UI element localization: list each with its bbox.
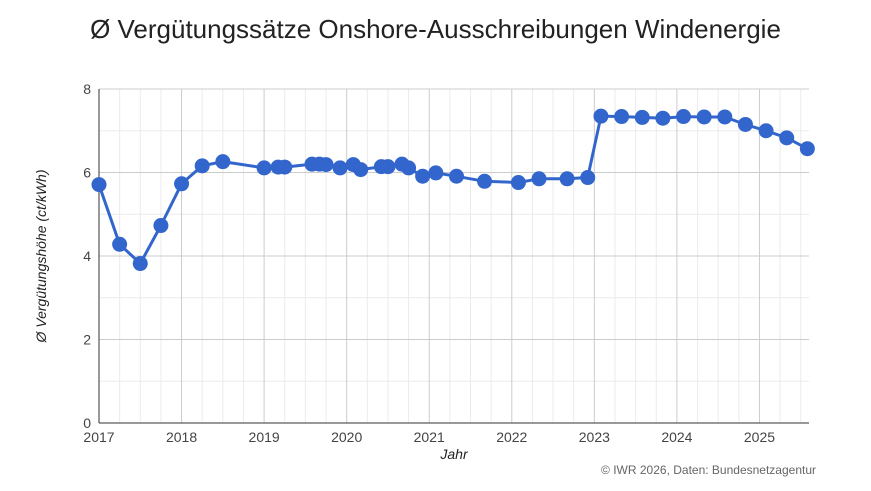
data-point — [153, 218, 169, 234]
data-point — [401, 160, 417, 176]
y-tick-labels: 0 2 4 6 8 — [83, 81, 91, 431]
data-point — [215, 154, 231, 170]
major-gridlines — [99, 88, 809, 424]
source-credit: © IWR 2026, Daten: Bundesnetzagentur — [601, 463, 816, 477]
y-tick-label: 6 — [83, 165, 91, 181]
y-tick-label: 4 — [83, 248, 91, 264]
y-tick-label: 0 — [83, 415, 91, 431]
axes — [98, 89, 809, 424]
chart-title: Ø Vergütungssätze Onshore-Ausschreibunge… — [90, 14, 781, 44]
data-point — [428, 165, 444, 181]
data-point — [510, 175, 526, 191]
data-point — [132, 256, 148, 272]
x-tick-label: 2024 — [661, 429, 692, 445]
data-point — [580, 170, 596, 186]
x-tick-label: 2019 — [249, 429, 280, 445]
data-point — [91, 177, 107, 193]
x-tick-label: 2023 — [579, 429, 610, 445]
x-tick-label: 2018 — [166, 429, 197, 445]
data-point — [448, 168, 464, 184]
data-point — [531, 171, 547, 187]
data-point — [318, 157, 334, 173]
x-tick-label: 2020 — [331, 429, 362, 445]
data-point — [380, 159, 396, 175]
x-tick-label: 2022 — [496, 429, 527, 445]
y-tick-label: 8 — [83, 81, 91, 97]
data-point — [256, 160, 272, 176]
data-point — [277, 159, 293, 175]
x-tick-label: 2021 — [414, 429, 445, 445]
data-point — [676, 109, 692, 125]
series-line — [97, 114, 809, 265]
x-axis-label: Jahr — [439, 446, 469, 462]
data-point — [799, 141, 815, 157]
data-point — [332, 160, 348, 176]
data-point — [758, 123, 774, 139]
data-point — [737, 116, 753, 132]
data-point — [696, 109, 712, 125]
data-point — [477, 173, 493, 189]
data-point — [112, 236, 128, 252]
y-tick-label: 2 — [83, 332, 91, 348]
data-point — [717, 109, 733, 125]
y-axis-label: Ø Vergütungshöhe (ct/kWh) — [33, 169, 49, 343]
x-tick-label: 2025 — [744, 429, 775, 445]
data-point — [194, 158, 210, 174]
data-point — [779, 130, 795, 146]
data-point — [655, 110, 671, 126]
data-point — [559, 171, 575, 187]
data-point — [353, 162, 369, 178]
x-tick-labels: 2017 2018 2019 2020 2021 2022 2023 2024 2025 — [83, 429, 775, 445]
data-point — [614, 109, 630, 125]
data-point — [415, 168, 431, 184]
data-points — [91, 108, 815, 272]
data-point — [174, 176, 190, 192]
x-tick-label: 2017 — [83, 429, 114, 445]
data-point — [634, 109, 650, 125]
data-point — [593, 108, 609, 124]
